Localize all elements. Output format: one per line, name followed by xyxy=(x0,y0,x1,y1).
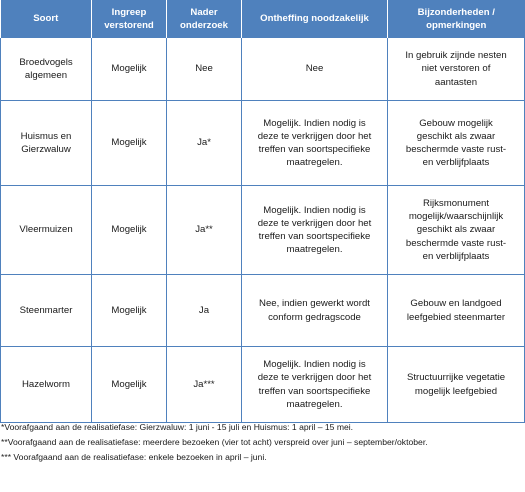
header-nader-onderzoek: Nader onderzoek xyxy=(166,0,242,38)
cell-bijzonderheden: In gebruik zijnde nesten niet verstoren … xyxy=(387,38,525,101)
cell-onderzoek: Ja** xyxy=(166,185,242,275)
cell-ontheffing: Mogelijk. Indien nodig is deze te verkri… xyxy=(241,346,388,423)
footnote: **Voorafgaand aan de realisatiefase: mee… xyxy=(1,437,428,447)
cell-ontheffing: Nee xyxy=(241,38,388,101)
cell-bijzonderheden: Structuurrijke vegetatie mogelijk leefge… xyxy=(387,346,525,423)
cell-ingreep: Mogelijk xyxy=(91,274,167,347)
cell-soort: Vleermuizen xyxy=(0,185,92,275)
species-table: Soort Ingreep verstorend Nader onderzoek… xyxy=(0,0,525,423)
cell-soort: Huismus en Gierzwaluw xyxy=(0,100,92,186)
cell-ingreep: Mogelijk xyxy=(91,346,167,423)
table-row: Hazelworm Mogelijk Ja*** Mogelijk. Indie… xyxy=(0,346,525,423)
cell-onderzoek: Ja*** xyxy=(166,346,242,423)
cell-ontheffing: Mogelijk. Indien nodig is deze te verkri… xyxy=(241,185,388,275)
table-row: Vleermuizen Mogelijk Ja** Mogelijk. Indi… xyxy=(0,185,525,275)
footnote: *** Voorafgaand aan de realisatiefase: e… xyxy=(1,452,267,462)
cell-onderzoek: Nee xyxy=(166,38,242,101)
cell-bijzonderheden: Gebouw mogelijk geschikt als zwaar besch… xyxy=(387,100,525,186)
cell-soort: Broedvogels algemeen xyxy=(0,38,92,101)
header-ingreep-verstorend: Ingreep verstorend xyxy=(91,0,167,38)
cell-soort: Hazelworm xyxy=(0,346,92,423)
cell-ontheffing: Nee, indien gewerkt wordt conform gedrag… xyxy=(241,274,388,347)
header-bijzonderheden: Bijzonderheden / opmerkingen xyxy=(387,0,525,38)
header-ontheffing-noodzakelijk: Ontheffing noodzakelijk xyxy=(241,0,388,38)
cell-onderzoek: Ja xyxy=(166,274,242,347)
table-row: Steenmarter Mogelijk Ja Nee, indien gewe… xyxy=(0,274,525,347)
cell-soort: Steenmarter xyxy=(0,274,92,347)
cell-bijzonderheden: Rijksmonument mogelijk/waarschijnlijk ge… xyxy=(387,185,525,275)
cell-onderzoek: Ja* xyxy=(166,100,242,186)
cell-ontheffing: Mogelijk. Indien nodig is deze te verkri… xyxy=(241,100,388,186)
header-soort: Soort xyxy=(0,0,92,38)
cell-ingreep: Mogelijk xyxy=(91,38,167,101)
footnotes: *Voorafgaand aan de realisatiefase: Gier… xyxy=(1,420,525,465)
table-row: Broedvogels algemeen Mogelijk Nee Nee In… xyxy=(0,38,525,101)
cell-ingreep: Mogelijk xyxy=(91,100,167,186)
header-row: Soort Ingreep verstorend Nader onderzoek… xyxy=(0,0,525,38)
cell-ingreep: Mogelijk xyxy=(91,185,167,275)
table-row: Huismus en Gierzwaluw Mogelijk Ja* Mogel… xyxy=(0,100,525,186)
footnote: *Voorafgaand aan de realisatiefase: Gier… xyxy=(1,422,354,432)
cell-bijzonderheden: Gebouw en landgoed leefgebied steenmarte… xyxy=(387,274,525,347)
